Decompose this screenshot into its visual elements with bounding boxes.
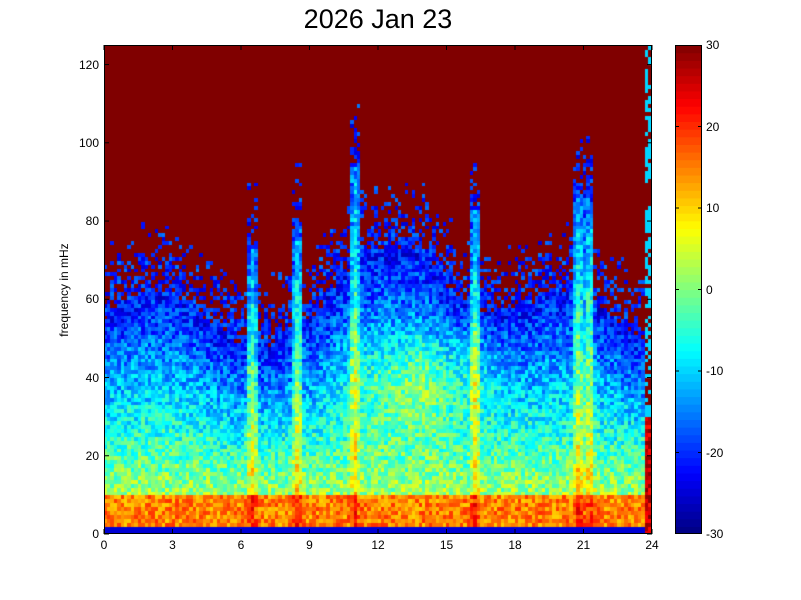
colorbar-segment	[675, 90, 702, 100]
colorbar-segment	[675, 144, 702, 153]
colorbar-segment	[675, 197, 702, 207]
colorbar-segment	[675, 365, 702, 375]
colorbar-frame	[675, 45, 702, 534]
colorbar-segment	[675, 129, 702, 138]
x-tick-label: 3	[169, 538, 176, 552]
colorbar-segment	[675, 488, 702, 497]
colorbar-segment	[675, 205, 702, 214]
plot-border	[104, 45, 652, 534]
colorbar-segment	[675, 190, 702, 199]
colorbar-tick-label: -20	[706, 445, 724, 460]
colorbar-segment	[675, 373, 702, 382]
x-tick-label: 15	[439, 538, 454, 552]
colorbar-segment	[675, 113, 702, 123]
colorbar-tick-label: 20	[706, 119, 720, 134]
colorbar-segment	[675, 411, 702, 420]
colorbar-segment	[675, 388, 702, 398]
colorbar-tick-label: -10	[706, 364, 724, 378]
x-tick-label: 6	[237, 538, 245, 552]
colorbar-segment	[675, 136, 702, 145]
y-tick-label: 0	[92, 527, 99, 541]
colorbar-segment	[675, 167, 702, 176]
y-axis-label: frequency in mHz	[57, 243, 71, 337]
colorbar-segment	[675, 60, 702, 69]
colorbar-segment	[675, 159, 702, 168]
colorbar	[675, 45, 702, 534]
colorbar-tick-label: -30	[706, 527, 724, 541]
colorbar-segment	[675, 236, 702, 245]
colorbar-segment	[675, 335, 702, 344]
x-tick-label: 21	[576, 538, 591, 552]
colorbar-segment	[675, 526, 702, 534]
colorbar-segment	[675, 495, 702, 505]
y-tick-label: 120	[78, 57, 99, 72]
colorbar-segment	[675, 258, 702, 268]
colorbar-segment	[675, 320, 702, 329]
colorbar-segment	[675, 251, 702, 260]
colorbar-segment	[675, 243, 702, 252]
colorbar-segment	[675, 419, 702, 428]
colorbar-segment	[675, 480, 702, 489]
colorbar-segment	[675, 404, 702, 413]
y-tick-label: 100	[78, 135, 99, 150]
colorbar-segment	[675, 518, 702, 527]
colorbar-segment	[675, 106, 702, 115]
axes-frame	[103, 45, 653, 535]
colorbar-tick-label: 0	[706, 282, 713, 297]
colorbar-tick-label: 10	[706, 201, 720, 215]
x-tick-label: 0	[100, 538, 108, 552]
colorbar-segment	[675, 289, 702, 298]
plot-area	[103, 45, 653, 535]
y-tick-label: 60	[85, 292, 99, 307]
colorbar-segment	[675, 304, 702, 314]
colorbar-segment	[675, 457, 702, 466]
colorbar-segment	[675, 220, 702, 229]
colorbar-segment	[675, 151, 702, 161]
colorbar-segment	[675, 465, 702, 474]
colorbar-segment	[675, 266, 702, 275]
colorbar-segment	[675, 358, 702, 367]
x-tick-label: 18	[508, 538, 522, 552]
colorbar-segment	[675, 327, 702, 336]
colorbar-segment	[675, 342, 702, 352]
colorbar-segment	[675, 75, 702, 84]
colorbar-segment	[675, 396, 702, 405]
y-tick-label: 80	[85, 214, 99, 229]
colorbar-segment	[675, 297, 702, 306]
colorbar-segment	[675, 213, 702, 222]
colorbar-segment	[675, 350, 702, 359]
colorbar-segment	[675, 228, 702, 237]
y-tick-label: 40	[85, 370, 99, 385]
colorbar-segment	[675, 427, 702, 436]
colorbar-segment	[675, 442, 702, 451]
colorbar-segment	[675, 67, 702, 77]
x-tick-label: 24	[645, 538, 659, 552]
colorbar-segment	[675, 381, 702, 390]
colorbar-segment	[675, 449, 702, 459]
y-tick-label: 20	[85, 448, 99, 463]
colorbar-segment	[675, 45, 702, 54]
colorbar-tick-label: 30	[706, 38, 720, 52]
spectrogram-heatmap	[104, 45, 652, 534]
colorbar-segment	[675, 472, 702, 482]
colorbar-segment	[675, 182, 702, 191]
colorbar-segment	[675, 312, 702, 321]
colorbar-segment	[675, 434, 702, 443]
x-tick-label: 12	[371, 538, 385, 552]
colorbar-segment	[675, 503, 702, 512]
colorbar-segment	[675, 511, 702, 520]
colorbar-segment	[675, 83, 702, 92]
chart-title: 2026 Jan 23	[303, 4, 453, 34]
colorbar-segment	[675, 281, 702, 291]
colorbar-segment	[675, 274, 702, 283]
colorbar-segment	[675, 174, 702, 184]
colorbar-segment	[675, 121, 702, 130]
x-tick-label: 9	[306, 538, 313, 552]
colorbar-segment	[675, 52, 702, 61]
colorbar-segment	[675, 98, 702, 107]
